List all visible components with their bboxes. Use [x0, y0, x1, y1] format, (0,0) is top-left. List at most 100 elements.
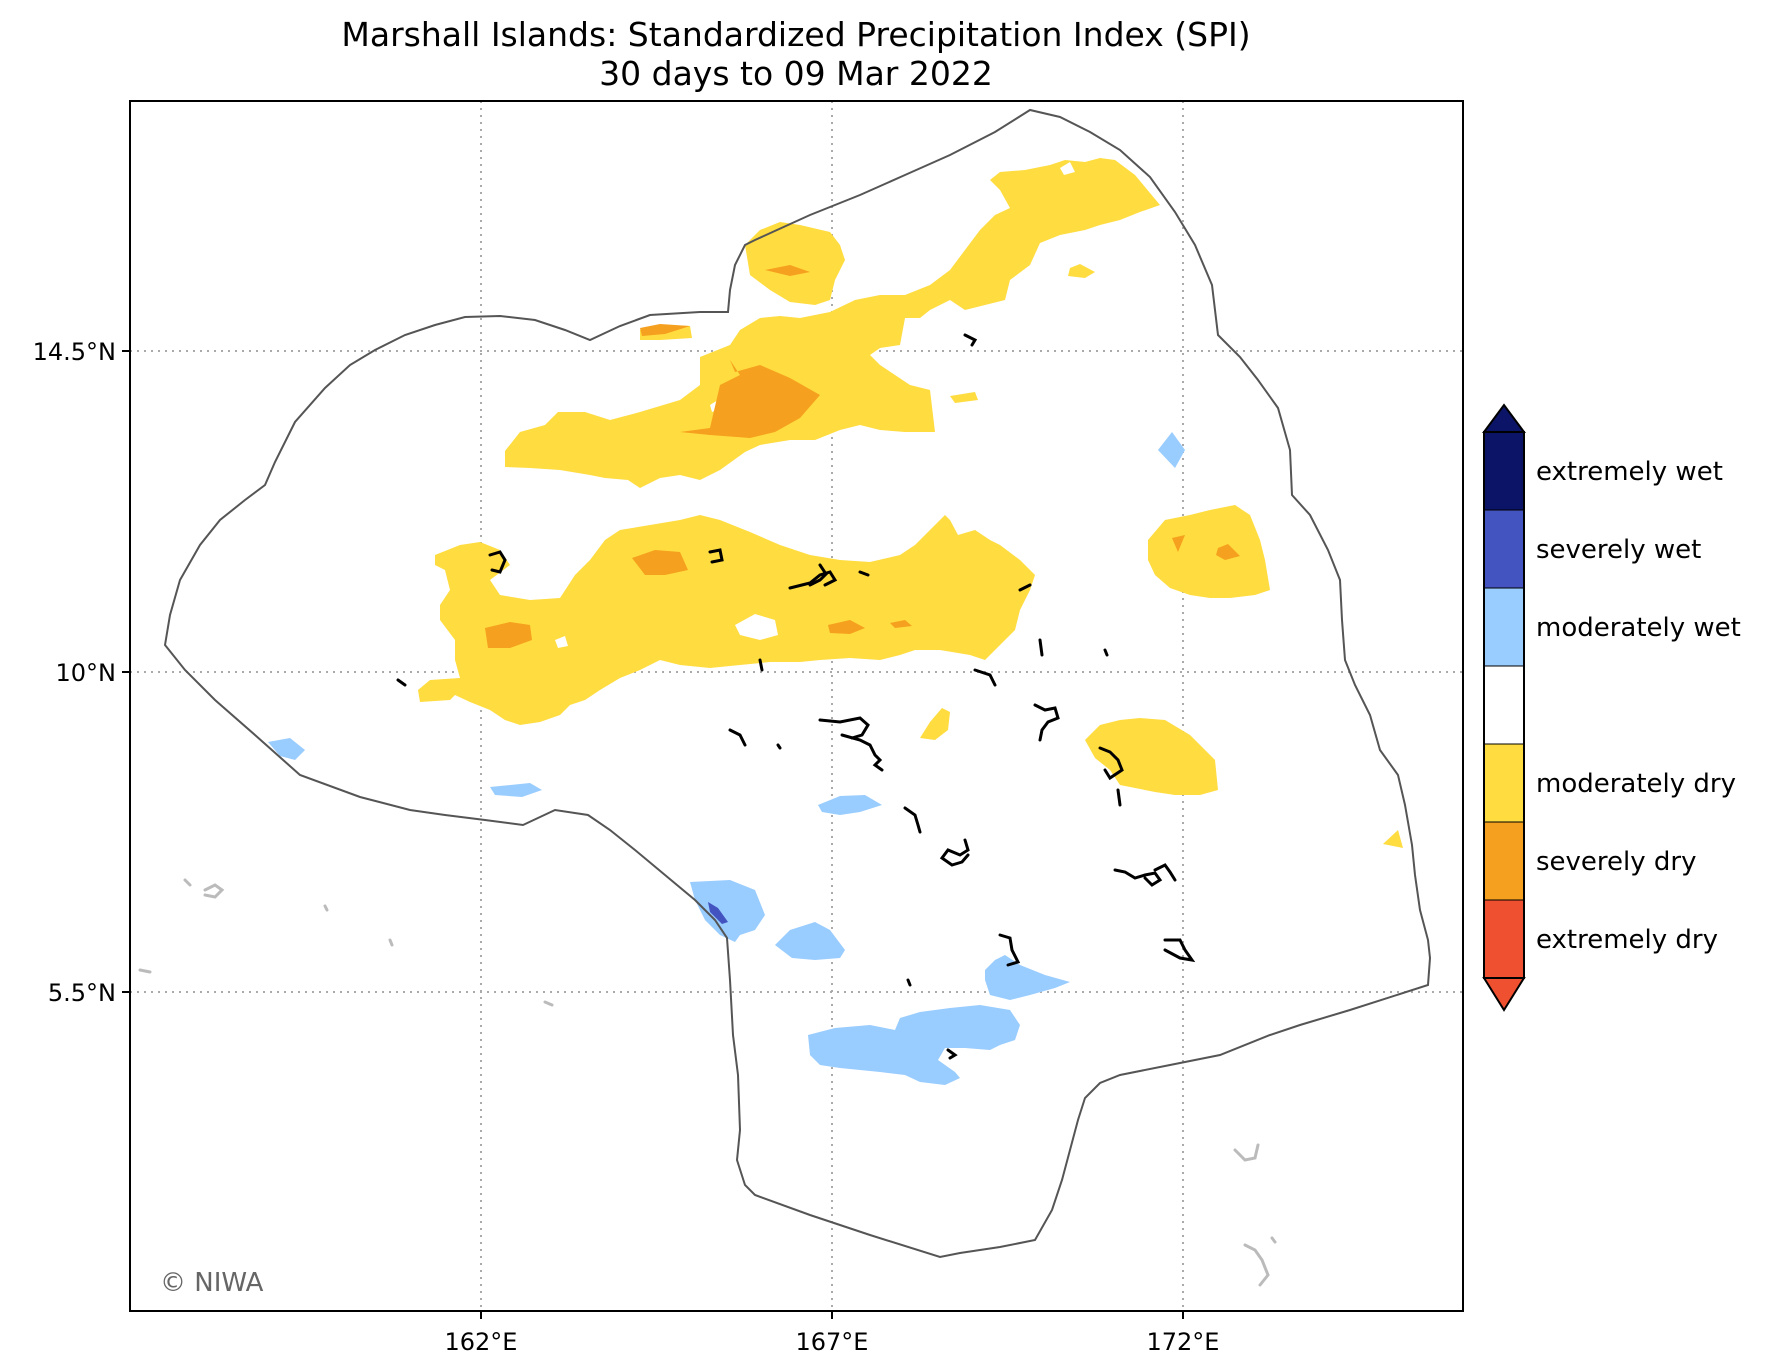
atoll-20 [903, 806, 922, 834]
atoll-6 [858, 570, 870, 577]
map-title: Marshall Islands: Standardized Precipita… [341, 15, 1250, 54]
map-area: © NIWA [129, 100, 1464, 1312]
colorbar-label-4: moderately dry [1536, 769, 1736, 799]
dry-region-mid [920, 708, 950, 740]
outside-island-4 [388, 938, 394, 947]
atoll-16 [728, 728, 747, 747]
colorbar-cell-5 [1483, 821, 1525, 901]
atoll-17 [776, 743, 782, 750]
atoll-13 [1033, 703, 1060, 742]
wet-region-5 [690, 880, 765, 942]
atoll-7 [1018, 583, 1032, 592]
hole-1 [735, 614, 778, 640]
map-frame [129, 100, 1464, 1312]
colorbar-cell-0 [1483, 431, 1525, 511]
outside-island-7 [1233, 1143, 1260, 1162]
atoll-12 [973, 668, 997, 687]
dry-region-east-lower [1085, 718, 1218, 795]
atoll-3 [708, 548, 724, 564]
outside-island-8 [1243, 1243, 1270, 1287]
wet-region-1 [1158, 432, 1185, 468]
atoll-24 [1163, 938, 1196, 963]
atoll-18 [1098, 746, 1124, 781]
colorbar-cell-1 [1483, 509, 1525, 589]
dry-region-north-band [505, 158, 1160, 488]
outside-island-2 [203, 883, 225, 899]
eez-boundary [163, 108, 1432, 1259]
hole-3 [1060, 162, 1075, 175]
colorbar-label-1: severely wet [1536, 535, 1701, 565]
colorbar-cell-2 [1483, 587, 1525, 667]
outside-island-9 [1270, 1236, 1277, 1244]
severe-dry-2 [765, 265, 810, 276]
colorbar-legend: extremely wet severely wet moderately wet m… [1482, 403, 1741, 1012]
atoll-27 [946, 1048, 958, 1060]
severe-dry-9 [1216, 544, 1240, 560]
colorbar-cell-3 [1483, 665, 1525, 745]
outside-island-6 [543, 1000, 554, 1007]
map-subtitle: 30 days to 09 Mar 2022 [599, 54, 993, 93]
severely-dry-regions [485, 265, 1240, 648]
dry-region-far-east [1383, 830, 1403, 848]
colorbar-top-arrow [1482, 403, 1526, 433]
severely-wet-region [708, 902, 728, 924]
colorbar-bottom-arrow [1482, 977, 1526, 1012]
colorbar-label-6: extremely dry [1536, 925, 1718, 955]
atoll-9 [1103, 648, 1109, 657]
niwa-credit: © NIWA [160, 1268, 264, 1298]
atoll-22 [1113, 868, 1163, 887]
x-tick-label-0: 162°E [445, 1328, 518, 1356]
x-tick-label-2: 172°E [1147, 1328, 1220, 1356]
dry-region-north-tip [745, 222, 845, 305]
y-axis: 14.5°N 10°N 5.5°N [33, 338, 130, 1007]
atoll-19 [1116, 788, 1122, 807]
wet-region-7 [985, 955, 1070, 1000]
outside-island-3 [323, 904, 329, 912]
hole-4 [555, 636, 568, 648]
y-tick-label-2: 5.5°N [48, 979, 116, 1007]
colorbar-label-2: moderately wet [1536, 613, 1741, 643]
moderately-wet-regions [268, 432, 1185, 1085]
dry-region-west-large [418, 515, 1035, 725]
colorbar-label-0: extremely wet [1536, 457, 1723, 487]
x-tick-label-1: 167°E [796, 1328, 869, 1356]
atoll-10 [396, 678, 407, 687]
outside-island-1 [183, 878, 192, 887]
severe-dry-1 [680, 360, 820, 438]
severe-dry-6 [828, 620, 865, 634]
dry-region-top-right [1068, 264, 1095, 278]
dry-region-east-upper [1148, 505, 1270, 598]
atoll-2 [488, 550, 507, 574]
atoll-25 [998, 933, 1021, 967]
wet-region-6 [775, 922, 845, 960]
wet-region-2 [268, 738, 305, 760]
wet-region-8 [808, 1005, 1020, 1085]
colorbar-cell-4 [1483, 743, 1525, 823]
atoll-11 [758, 658, 764, 672]
outside-islands [138, 878, 1277, 1287]
atoll-8 [1038, 638, 1044, 657]
atoll-21 [939, 838, 970, 867]
outside-island-5 [138, 968, 152, 974]
atoll-26 [906, 978, 912, 987]
wet-region-3 [490, 783, 542, 797]
colorbar-label-5: severely dry [1536, 847, 1697, 877]
atolls [396, 333, 1196, 1060]
atoll-15 [840, 733, 884, 772]
wet-region-4 [818, 795, 882, 815]
severe-dry-4 [632, 550, 688, 575]
y-tick-label-0: 14.5°N [33, 338, 116, 366]
y-tick-label-1: 10°N [56, 659, 117, 687]
atoll-1 [963, 333, 978, 347]
severe-dry-3 [640, 324, 690, 336]
severe-dry-5 [485, 622, 532, 648]
atoll-5 [808, 563, 828, 587]
atoll-23 [1153, 863, 1177, 882]
colorbar-cell-6 [1483, 899, 1525, 979]
dry-region-small-1 [950, 392, 978, 403]
severe-dry-8 [1172, 535, 1185, 552]
severe-dry-7 [890, 620, 912, 628]
x-axis: 162°E 167°E 172°E [445, 1311, 1220, 1356]
atoll-14 [818, 716, 870, 740]
